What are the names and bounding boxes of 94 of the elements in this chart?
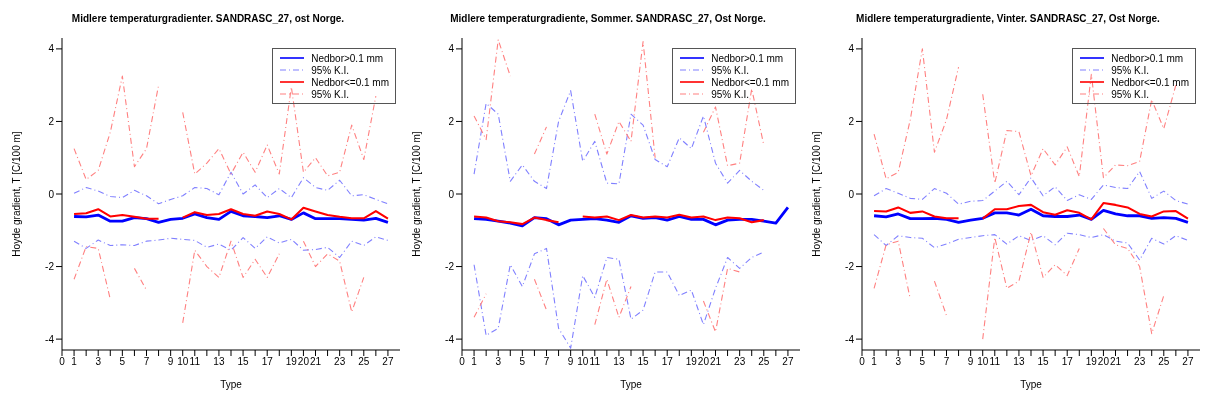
- y-tick-label: -2: [445, 261, 455, 273]
- y-axis-title: Hoyde gradient, T [C/100 m]: [410, 131, 422, 257]
- y-tick-label: 2: [848, 115, 855, 127]
- legend-label: Nedbor>0.1 mm: [1111, 52, 1184, 64]
- x-tick-label: 27: [382, 356, 394, 368]
- legend-label: 95% K.I.: [1111, 88, 1149, 100]
- x-tick-label: 3: [95, 356, 102, 368]
- y-tick-label: 2: [48, 115, 55, 127]
- x-tick-label: 17: [261, 356, 274, 368]
- x-tick-label: 11: [589, 356, 601, 368]
- x-tick-label: 13: [213, 356, 225, 368]
- y-tick-label: 4: [48, 43, 55, 55]
- x-axis-title: Type: [220, 379, 243, 390]
- x-tick-label: 27: [782, 356, 794, 368]
- x-axis-title: Type: [1020, 379, 1043, 390]
- x-tick-label: 1: [871, 356, 878, 368]
- x-tick-label: 11: [989, 356, 1001, 368]
- x-tick-label: 1: [71, 356, 78, 368]
- x-tick-label: 21: [1109, 356, 1122, 368]
- y-tick-label: -2: [845, 261, 855, 273]
- legend-label: 95% K.I.: [711, 64, 749, 76]
- x-tick-label: 27: [1182, 356, 1194, 368]
- x-tick-label: 19: [285, 356, 298, 368]
- x-tick-label: 7: [143, 356, 150, 368]
- x-tick-label: 5: [919, 356, 926, 368]
- x-tick-label: 13: [1013, 356, 1025, 368]
- x-tick-label: 15: [637, 356, 650, 368]
- x-tick-label: 9: [167, 356, 174, 368]
- line-series: [73, 171, 389, 205]
- line-series: [73, 236, 389, 259]
- legend-label: 95% K.I.: [311, 88, 349, 100]
- x-tick-label: 25: [358, 356, 370, 368]
- y-tick-label: 0: [448, 188, 455, 200]
- y-tick-label: -4: [845, 333, 855, 345]
- x-tick-label: 19: [1085, 356, 1098, 368]
- x-tick-label: 23: [734, 356, 746, 368]
- x-tick-label: 0: [459, 356, 466, 368]
- line-series: [872, 207, 1190, 224]
- chart-title: Midlere temperaturgradiente, Sommer. SANDRASC_27, Ost Norge.: [449, 12, 767, 26]
- x-tick-label: 25: [758, 356, 770, 368]
- chart-title: Midlere temperaturgradiente, Vinter. SANDRASC_27, Ost Norge.: [855, 12, 1161, 26]
- x-tick-label: 23: [334, 356, 346, 368]
- x-tick-label: 5: [519, 356, 526, 368]
- x-tick-label: 5: [119, 356, 126, 368]
- legend-label: Nedbor<=0.1 mm: [1111, 76, 1189, 88]
- x-tick-label: 21: [709, 356, 722, 368]
- y-tick-label: -4: [45, 333, 55, 345]
- x-tick-label: 23: [1134, 356, 1146, 368]
- y-axis-title: Hoyde gradient, T [C/100 m]: [10, 131, 22, 257]
- x-tick-label: 15: [1037, 356, 1050, 368]
- y-tick-label: 2: [448, 115, 455, 127]
- y-tick-label: -2: [45, 261, 55, 273]
- y-tick-label: 0: [48, 188, 55, 200]
- x-tick-label: 20: [297, 356, 310, 368]
- x-tick-label: 17: [1061, 356, 1074, 368]
- legend-label: 95% K.I.: [311, 64, 349, 76]
- x-tick-label: 0: [859, 356, 866, 368]
- x-axis-title: Type: [620, 379, 643, 390]
- y-tick-label: 4: [448, 43, 455, 55]
- x-tick-label: 1: [471, 356, 478, 368]
- x-tick-label: 21: [309, 356, 322, 368]
- x-tick-label: 0: [59, 356, 66, 368]
- x-tick-label: 11: [189, 356, 201, 368]
- x-tick-label: 9: [567, 356, 574, 368]
- x-tick-label: 3: [495, 356, 502, 368]
- line-series: [873, 232, 1189, 261]
- legend-label: Nedbor<=0.1 mm: [311, 76, 389, 88]
- x-tick-label: 20: [697, 356, 710, 368]
- chart-title: Midlere temperaturgradienter. SANDRASC_27, ost Norge.: [70, 12, 346, 26]
- x-tick-label: 3: [895, 356, 902, 368]
- line-series: [473, 247, 765, 349]
- x-tick-label: 10: [577, 356, 589, 368]
- x-tick-label: 7: [943, 356, 950, 368]
- legend-label: 95% K.I.: [1111, 64, 1149, 76]
- x-tick-label: 20: [1097, 356, 1110, 368]
- x-tick-label: 7: [543, 356, 550, 368]
- legend-label: Nedbor>0.1 mm: [711, 52, 784, 64]
- legend-label: Nedbor>0.1 mm: [311, 52, 384, 64]
- legend-label: 95% K.I.: [711, 88, 749, 100]
- x-tick-label: 15: [237, 356, 250, 368]
- x-tick-label: 9: [967, 356, 974, 368]
- x-tick-label: 10: [977, 356, 989, 368]
- legend-label: Nedbor<=0.1 mm: [711, 76, 789, 88]
- y-axis-title: Hoyde gradient, T [C/100 m]: [810, 131, 822, 257]
- x-tick-label: 19: [685, 356, 698, 368]
- x-tick-label: 10: [177, 356, 189, 368]
- x-tick-label: 25: [1158, 356, 1170, 368]
- x-tick-label: 13: [613, 356, 625, 368]
- x-tick-label: 17: [661, 356, 674, 368]
- line-series: [473, 90, 765, 191]
- line-series: [873, 170, 1189, 205]
- y-tick-label: 0: [848, 188, 855, 200]
- y-tick-label: 4: [848, 43, 855, 55]
- y-tick-label: -4: [445, 333, 455, 345]
